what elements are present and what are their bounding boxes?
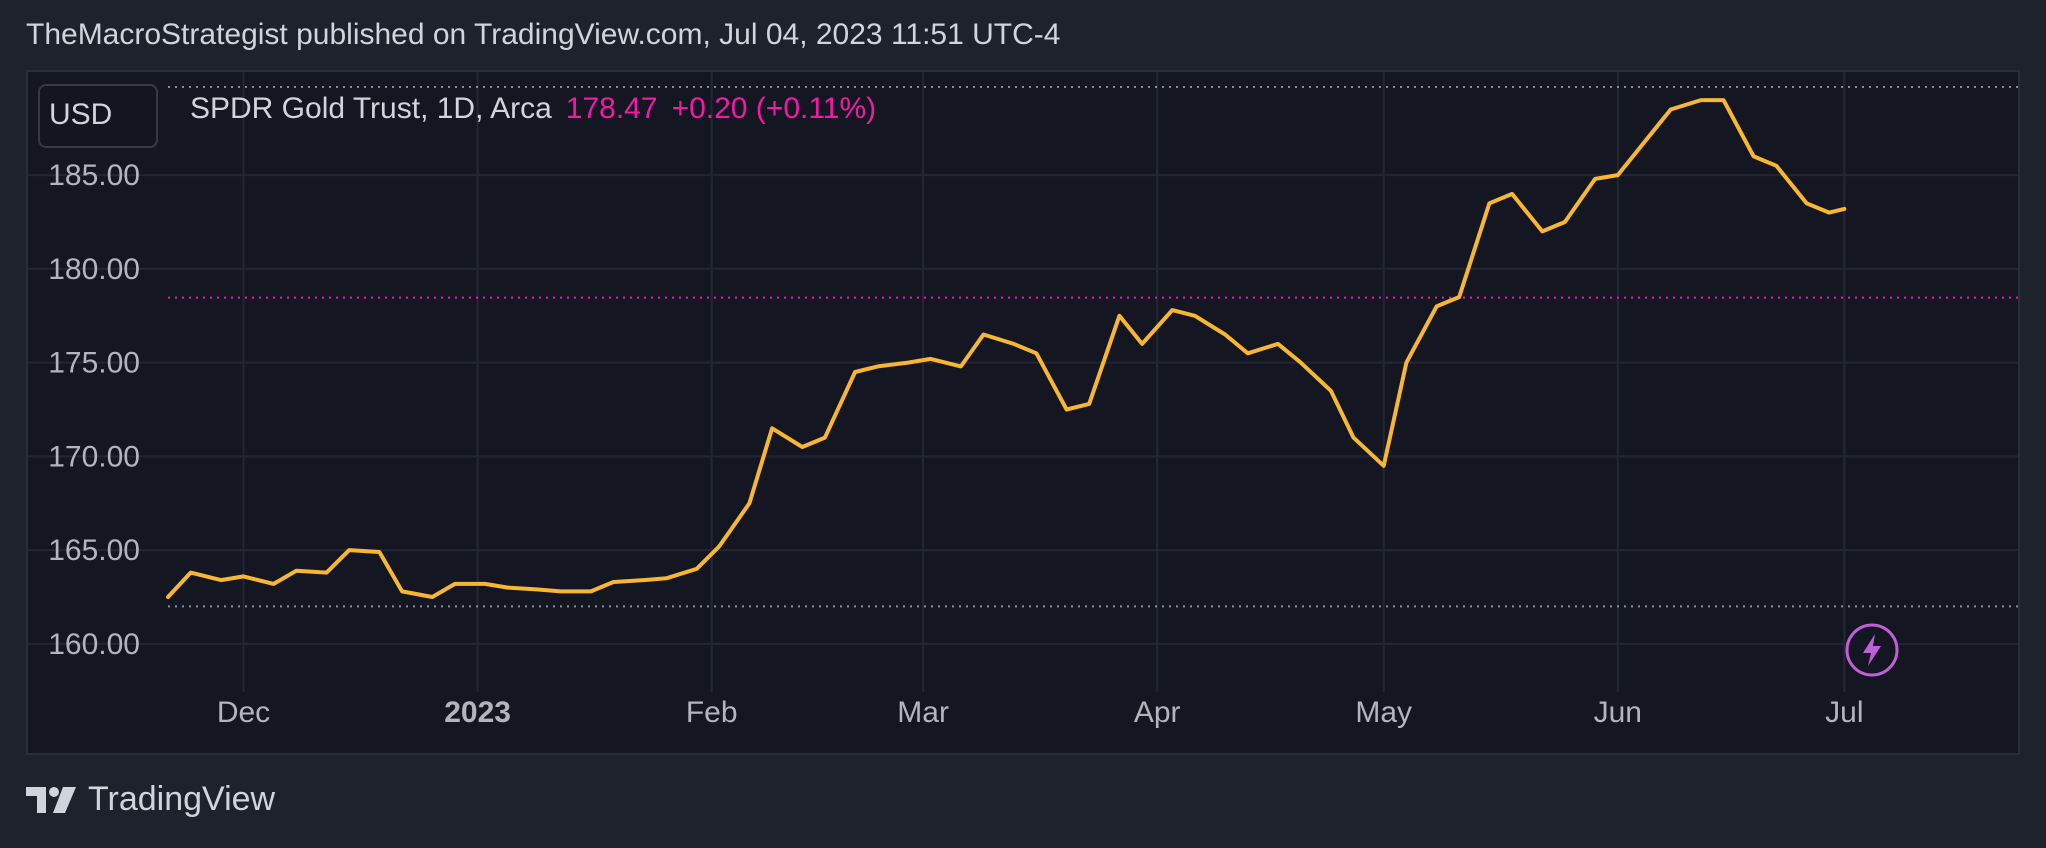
x-axis-labels: Dec 2023 Feb Mar Apr May Jun Jul (217, 696, 1864, 729)
y-tick-label: 180.00 (48, 253, 140, 286)
y-tick-label: 165.00 (48, 534, 140, 567)
x-tick-label: Jul (1825, 696, 1863, 729)
x-tick-label: Feb (686, 696, 738, 729)
series-lines (166, 98, 1847, 599)
series-line-0 (166, 98, 1847, 599)
lightning-icon[interactable] (1845, 623, 1899, 677)
footer-brand-text: TradingView (88, 780, 276, 818)
y-axis-labels: 160.00 165.00 170.00 175.00 180.00 185.00 (48, 159, 140, 661)
x-tick-label: 2023 (444, 696, 511, 729)
y-tick-label: 160.00 (48, 628, 140, 661)
price-change: +0.20 (+0.11%) (671, 92, 877, 125)
chart-plot[interactable]: 160.00 165.00 170.00 175.00 180.00 185.00 Dec… (28, 72, 2018, 753)
y-tick-label: 170.00 (48, 440, 140, 473)
x-tick-label: Mar (897, 696, 949, 729)
grid-lines (28, 72, 2018, 692)
symbol-name: SPDR Gold Trust, 1D, Arca (190, 92, 552, 125)
x-tick-label: May (1355, 696, 1412, 729)
reference-lines (168, 86, 2018, 608)
last-price: 178.47 (565, 92, 658, 125)
y-tick-label: 185.00 (48, 159, 140, 192)
currency-button[interactable]: USD (38, 84, 158, 148)
tradingview-logo-icon (26, 786, 76, 813)
x-tick-label: Dec (217, 696, 270, 729)
attribution-header: TheMacroStrategist published on TradingV… (26, 18, 1061, 51)
y-tick-label: 175.00 (48, 347, 140, 380)
chart-panel[interactable]: 160.00 165.00 170.00 175.00 180.00 185.00 Dec… (26, 70, 2020, 755)
x-tick-label: Apr (1134, 696, 1181, 729)
footer-brand[interactable]: TradingView (26, 780, 275, 819)
x-tick-label: Jun (1594, 696, 1642, 729)
symbol-legend[interactable]: SPDR Gold Trust, 1D, Arca 178.47 +0.20 (+0… (190, 92, 876, 126)
